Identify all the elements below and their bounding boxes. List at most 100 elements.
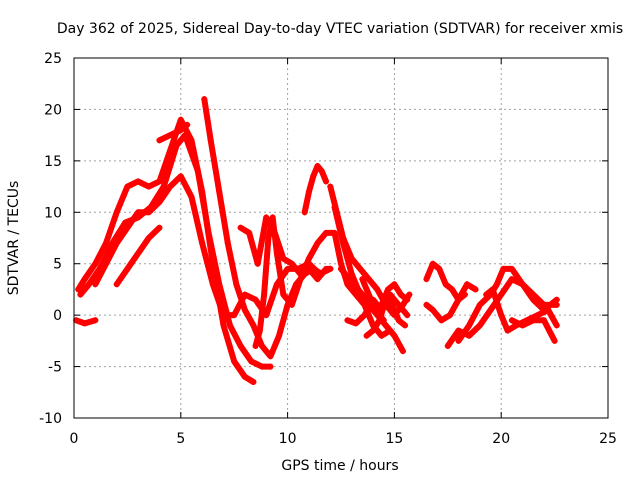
x-tick-label: 0	[70, 431, 79, 447]
data-point	[269, 214, 276, 221]
y-tick-label: 15	[44, 154, 62, 170]
data-point	[429, 307, 436, 313]
data-point	[466, 332, 473, 339]
data-point	[207, 137, 214, 144]
data-point	[344, 281, 351, 288]
data-point	[224, 240, 231, 247]
data-point	[199, 240, 206, 247]
y-tick-label: -5	[48, 360, 62, 376]
data-point	[113, 240, 120, 247]
axis-ticks: 0 5 10 15 20 25 -10 -5 0 5 10 15 20 25	[39, 51, 617, 447]
x-tick-label: 10	[279, 431, 297, 447]
y-tick-label: -10	[39, 411, 62, 427]
data-point	[167, 132, 174, 139]
data-point	[395, 301, 402, 308]
x-tick-label: 5	[176, 431, 185, 447]
data-point	[182, 132, 189, 139]
data-point	[402, 322, 409, 329]
data-point	[508, 317, 515, 324]
series-track-a	[75, 116, 257, 385]
data-point	[489, 286, 496, 293]
data-point	[340, 240, 347, 247]
series-trace	[252, 214, 336, 349]
data-point	[464, 281, 471, 288]
data-point	[177, 116, 184, 123]
data-point	[472, 286, 479, 293]
data-point	[331, 229, 338, 236]
data-points	[73, 96, 560, 385]
data-point	[237, 224, 244, 231]
data-point	[530, 296, 537, 303]
data-point	[156, 224, 163, 231]
data-point	[246, 229, 253, 236]
data-point	[177, 173, 184, 180]
data-point	[156, 199, 163, 205]
data-point	[297, 276, 304, 283]
series-trace	[77, 132, 274, 370]
x-tick-label: 25	[599, 431, 617, 447]
data-point	[77, 291, 84, 298]
y-tick-label: 10	[44, 205, 62, 221]
data-point	[145, 235, 152, 241]
data-point	[384, 286, 391, 293]
data-point	[455, 337, 462, 344]
data-point	[508, 276, 515, 283]
data-point	[85, 281, 92, 288]
data-point	[519, 322, 526, 329]
series-trace	[301, 163, 330, 216]
series-trace	[75, 116, 257, 385]
x-tick-label: 20	[492, 431, 510, 447]
data-point	[500, 265, 507, 272]
chart-title: Day 362 of 2025, Sidereal Day-to-day VTE…	[57, 21, 623, 37]
data-point	[92, 260, 99, 267]
data-point	[75, 286, 82, 293]
data-point	[314, 276, 321, 283]
data-point	[404, 296, 411, 303]
data-point	[534, 312, 541, 319]
data-point	[124, 183, 131, 190]
data-point	[237, 343, 244, 349]
data-point	[135, 178, 142, 185]
series-track-s	[423, 281, 479, 324]
data-point	[92, 317, 99, 324]
y-tick-label: 25	[44, 51, 62, 67]
data-point	[209, 281, 216, 288]
series-track-i	[252, 214, 336, 349]
series-track-w	[508, 317, 558, 344]
data-point	[318, 168, 325, 175]
data-point	[216, 188, 223, 195]
data-point	[406, 291, 413, 298]
data-point	[113, 209, 120, 216]
data-point	[280, 255, 287, 262]
data-point	[365, 276, 372, 283]
data-point	[365, 291, 372, 298]
data-point	[188, 193, 195, 200]
data-point	[455, 296, 462, 303]
data-point	[103, 240, 110, 247]
data-point	[184, 121, 191, 128]
y-tick-label: 0	[53, 308, 62, 324]
data-point	[314, 240, 321, 247]
data-point	[267, 353, 274, 360]
data-point	[233, 281, 240, 288]
series-trace	[237, 214, 334, 283]
data-point	[545, 307, 552, 313]
data-point	[273, 250, 280, 257]
data-point	[359, 276, 366, 283]
data-point	[487, 307, 494, 313]
data-point	[476, 301, 483, 308]
data-point	[252, 343, 259, 349]
y-tick-label: 5	[53, 257, 62, 273]
data-point	[301, 209, 308, 216]
x-axis-label: GPS time / hours	[281, 458, 398, 474]
data-point	[355, 286, 362, 293]
data-point	[314, 163, 321, 169]
data-point	[81, 276, 88, 283]
data-point	[124, 265, 131, 272]
data-point	[231, 312, 238, 319]
data-point	[455, 327, 462, 334]
data-point	[135, 250, 142, 257]
data-point	[466, 322, 473, 329]
data-point	[382, 296, 389, 303]
data-point	[205, 229, 212, 236]
